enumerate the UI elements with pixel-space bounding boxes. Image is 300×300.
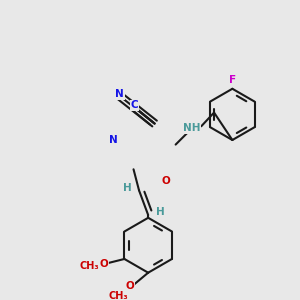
Text: F: F — [229, 75, 236, 85]
Text: C: C — [130, 100, 138, 110]
Text: O: O — [100, 259, 109, 269]
Text: N: N — [109, 135, 118, 145]
Text: O: O — [161, 176, 170, 186]
Text: CH₃: CH₃ — [108, 291, 128, 300]
Text: H: H — [156, 207, 164, 217]
Text: O: O — [125, 281, 134, 291]
Text: CH₃: CH₃ — [80, 261, 99, 271]
Text: N: N — [116, 89, 124, 99]
Text: H: H — [123, 183, 131, 193]
Text: NH: NH — [183, 123, 201, 133]
